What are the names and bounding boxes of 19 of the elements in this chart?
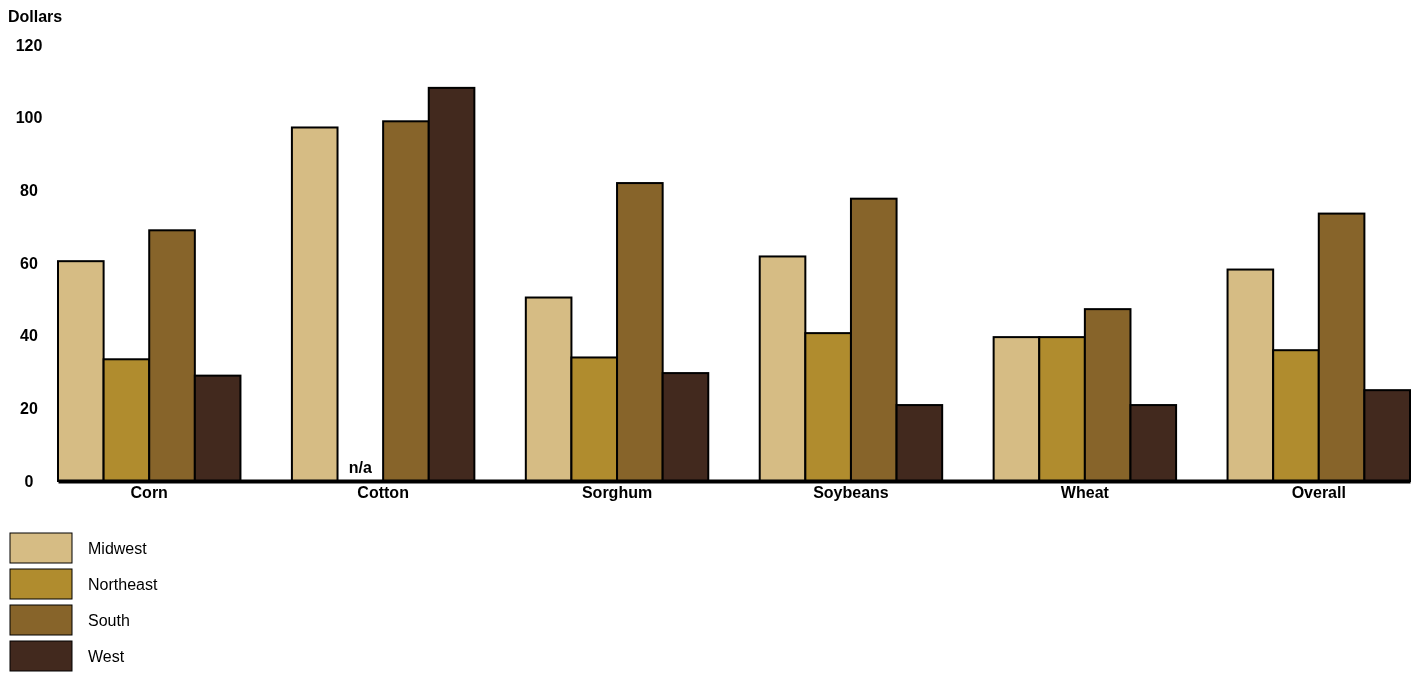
- x-tick-label: Sorghum: [581, 484, 653, 501]
- y-axis-title: Dollars: [8, 8, 63, 25]
- legend-label: West: [88, 648, 125, 665]
- x-tick-label: Overall: [1291, 484, 1346, 501]
- y-tick-label: 60: [20, 254, 38, 272]
- x-tick-label: Corn: [130, 484, 168, 501]
- x-tick-label: Wheat: [1060, 484, 1110, 501]
- y-tick-label: 80: [20, 181, 38, 199]
- legend-label: Northeast: [88, 576, 158, 593]
- y-tick-label: 120: [15, 36, 43, 54]
- y-tick-label: 40: [20, 327, 38, 345]
- x-tick-label: Cotton: [357, 484, 409, 501]
- x-tick-label: Soybeans: [813, 484, 889, 501]
- annotation: n/a: [348, 459, 372, 476]
- y-tick-label: 0: [24, 472, 34, 490]
- y-tick-label: 20: [20, 399, 38, 417]
- legend-label: South: [88, 612, 130, 629]
- legend-label: Midwest: [88, 540, 148, 557]
- y-tick-label: 100: [15, 109, 43, 127]
